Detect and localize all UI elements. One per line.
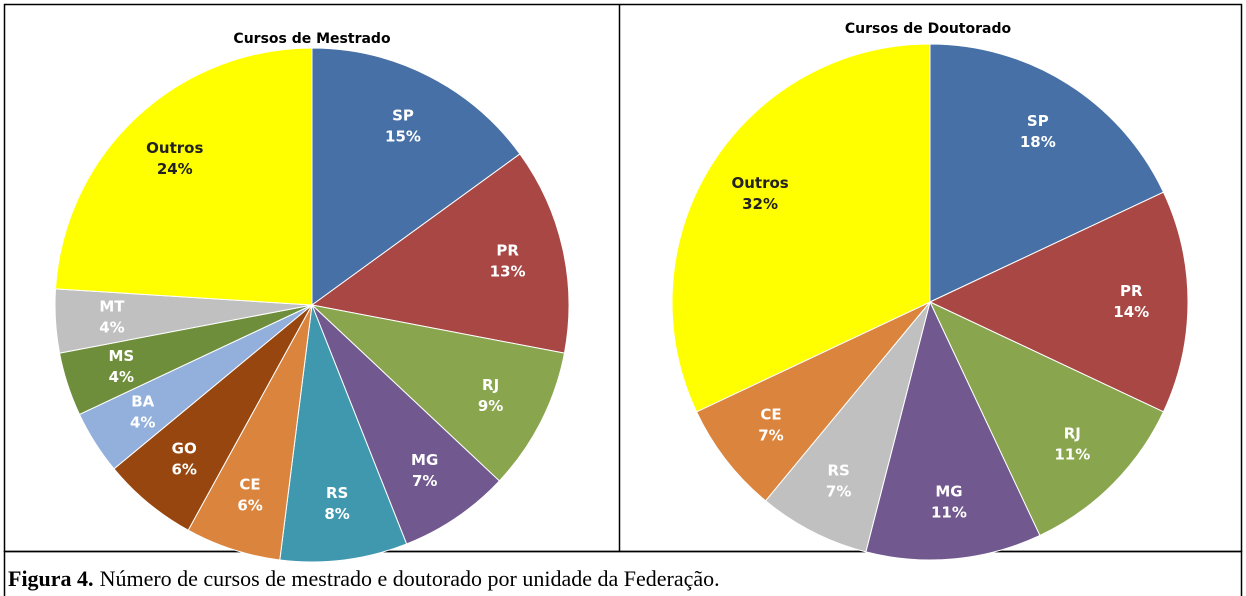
value-label: 6% <box>237 497 262 515</box>
value-label: 14% <box>1113 303 1149 321</box>
slice-label: PR 13% <box>490 241 526 280</box>
category-label: Outros <box>146 139 203 157</box>
pie-slice <box>311 47 521 306</box>
slice-label: RS 7% <box>826 461 851 500</box>
value-label: 6% <box>171 460 196 478</box>
slice-label: GO 6% <box>171 439 196 478</box>
slice-label: Outros 32% <box>731 174 788 213</box>
value-label: 4% <box>99 319 124 337</box>
slice-label: Outros 24% <box>146 139 203 178</box>
pies: SP 15%PR 13%RJ 9%MG 7%RS 8%CE 6%GO 6%BA 4%MS 4%MT… <box>54 43 1189 563</box>
pie-slice <box>695 301 931 502</box>
value-label: 15% <box>385 127 421 145</box>
chart-title: Cursos de Doutorado <box>845 21 1012 37</box>
category-label: PR <box>496 241 519 259</box>
category-label: MT <box>99 298 125 316</box>
pie-slice <box>54 47 313 306</box>
value-label: 13% <box>490 262 526 280</box>
category-label: BA <box>131 392 154 410</box>
value-label: 7% <box>412 472 437 490</box>
slice-label: MT 4% <box>99 298 125 337</box>
category-label: RJ <box>482 376 499 394</box>
category-label: Outros <box>731 174 788 192</box>
value-label: 24% <box>157 160 193 178</box>
category-label: RJ <box>1064 424 1081 442</box>
category-label: CE <box>760 405 781 423</box>
pie-slice <box>279 304 408 563</box>
slice-label: MS 4% <box>108 347 134 386</box>
slice-label: MG 11% <box>931 482 967 521</box>
value-label: 7% <box>826 482 851 500</box>
caption-label: Figura 4. <box>8 566 94 591</box>
value-label: 7% <box>758 426 783 444</box>
caption: Figura 4. Número de cursos de mestrado e … <box>8 566 720 591</box>
pie-slice <box>310 153 570 354</box>
caption-text: Número de cursos de mestrado e doutorado… <box>100 566 720 591</box>
value-label: 8% <box>324 505 349 523</box>
value-label: 11% <box>1054 445 1090 463</box>
category-label: SP <box>1027 112 1049 130</box>
category-label: SP <box>392 106 414 124</box>
category-label: MG <box>935 482 962 500</box>
chart-title: Cursos de Mestrado <box>233 31 391 47</box>
value-label: 4% <box>109 368 134 386</box>
caption-border <box>3 550 1243 596</box>
pie-slice <box>928 191 1189 413</box>
category-label: RS <box>827 461 849 479</box>
slice-label: RJ 9% <box>478 376 503 415</box>
slice-label: RS 8% <box>324 484 349 523</box>
category-label: GO <box>172 439 197 457</box>
slice-label: CE 6% <box>237 476 262 515</box>
slice-label: MG 7% <box>411 451 438 490</box>
category-label: MG <box>411 451 438 469</box>
pie-slice <box>928 300 1165 537</box>
category-label: CE <box>239 476 260 494</box>
pie-slice <box>671 43 931 413</box>
value-label: 4% <box>130 413 155 431</box>
value-label: 32% <box>742 195 778 213</box>
slice-label: SP 18% <box>1020 112 1056 151</box>
slice-label: PR 14% <box>1113 282 1149 321</box>
pie-slice <box>764 301 931 553</box>
value-label: 18% <box>1020 133 1056 151</box>
pie-slice <box>311 304 501 545</box>
pie-slice <box>310 304 566 482</box>
category-label: RS <box>326 484 348 502</box>
pie-slice <box>929 43 1165 303</box>
value-label: 9% <box>478 397 503 415</box>
value-label: 11% <box>931 503 967 521</box>
pie-slice <box>865 300 1041 561</box>
category-label: MS <box>108 347 134 365</box>
category-label: PR <box>1120 282 1143 300</box>
slice-label: BA 4% <box>130 392 155 431</box>
slice-label: CE 7% <box>758 405 783 444</box>
slice-label: RJ 11% <box>1054 424 1090 463</box>
slice-label: SP 15% <box>385 106 421 145</box>
